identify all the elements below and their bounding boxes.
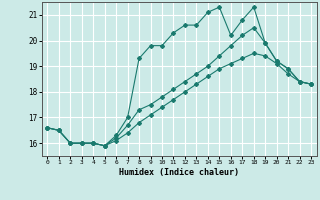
X-axis label: Humidex (Indice chaleur): Humidex (Indice chaleur): [119, 168, 239, 177]
